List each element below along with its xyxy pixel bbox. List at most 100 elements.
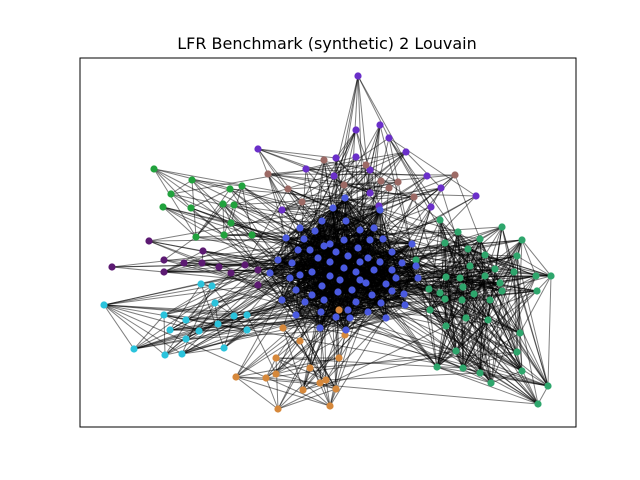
network-node-blue xyxy=(311,227,319,235)
network-node-purple xyxy=(254,145,262,153)
network-edge xyxy=(148,207,334,242)
network-edge xyxy=(311,271,461,279)
network-node-green xyxy=(544,382,552,390)
network-node-green xyxy=(441,295,449,303)
network-node-green xyxy=(491,265,499,273)
network-edge xyxy=(335,157,347,222)
network-edge xyxy=(516,255,552,277)
network-node-cyan xyxy=(161,351,169,359)
network-edge xyxy=(484,226,503,256)
network-node-blue xyxy=(356,258,364,266)
network-node-lime xyxy=(226,185,234,193)
network-node-green xyxy=(518,236,526,244)
network-edge xyxy=(223,245,325,349)
network-edge xyxy=(233,197,346,206)
network-node-green xyxy=(481,272,489,280)
network-node-green xyxy=(436,216,444,224)
network-node-orange xyxy=(274,405,282,413)
network-edge xyxy=(359,279,430,290)
network-edge xyxy=(369,124,381,194)
network-edge xyxy=(473,293,518,353)
network-edge xyxy=(246,251,337,331)
network-node-cyan xyxy=(211,299,219,307)
network-edge xyxy=(282,316,337,329)
network-node-orange xyxy=(332,385,340,393)
network-edge xyxy=(357,75,371,194)
network-node-blue xyxy=(356,226,364,234)
network-edge xyxy=(230,220,323,224)
network-edge xyxy=(267,164,367,175)
network-node-purple xyxy=(332,154,340,162)
network-node-blue xyxy=(329,204,337,212)
network-edge xyxy=(185,274,301,340)
network-node-lime xyxy=(188,176,196,184)
network-node-blue xyxy=(364,254,372,262)
network-node-cyan xyxy=(100,301,108,309)
network-edge xyxy=(382,187,390,240)
network-node-cyan xyxy=(230,312,238,320)
network-edge xyxy=(223,204,235,236)
network-edge xyxy=(235,376,539,405)
network-node-orange xyxy=(272,354,280,362)
network-node-blue xyxy=(364,308,372,316)
network-node-blue xyxy=(301,298,309,306)
network-node-brown xyxy=(385,184,393,192)
network-edge xyxy=(309,351,518,369)
network-node-green xyxy=(518,367,526,375)
network-edge xyxy=(489,299,523,372)
network-node-blue xyxy=(366,236,374,244)
network-node-blue xyxy=(306,246,314,254)
network-node-lime xyxy=(227,219,235,227)
network-edge xyxy=(162,206,279,261)
network-node-orange xyxy=(335,306,343,314)
network-node-green xyxy=(452,347,460,355)
network-edge xyxy=(369,124,381,241)
network-node-blue xyxy=(332,313,340,321)
network-node-green xyxy=(436,289,444,297)
network-node-cyan xyxy=(243,326,251,334)
nodes-layer xyxy=(100,72,555,413)
network-node-cyan xyxy=(182,335,190,343)
network-edge xyxy=(487,268,496,321)
network-edge xyxy=(385,283,503,292)
network-node-blue xyxy=(340,236,348,244)
network-edge xyxy=(163,236,197,261)
network-edge xyxy=(103,304,135,350)
network-edge xyxy=(181,238,305,355)
network-node-blue xyxy=(348,286,356,294)
network-edge xyxy=(325,372,481,381)
network-node-green xyxy=(454,228,462,236)
network-node-blue xyxy=(326,272,334,280)
network-node-green xyxy=(513,348,521,356)
network-node-orange xyxy=(299,386,307,394)
network-node-purple xyxy=(352,126,360,134)
network-edge xyxy=(343,129,357,186)
network-node-cyan xyxy=(160,311,168,319)
network-node-blue xyxy=(382,314,390,322)
network-node-brown xyxy=(410,193,418,201)
network-edge xyxy=(214,207,334,304)
network-node-violet xyxy=(145,237,153,245)
network-node-blue xyxy=(408,240,416,248)
network-edge xyxy=(513,271,549,387)
network-node-green xyxy=(442,322,450,330)
network-edge xyxy=(235,376,331,407)
network-node-green xyxy=(426,306,434,314)
network-node-brown xyxy=(377,177,385,185)
network-node-cyan xyxy=(166,326,174,334)
network-node-cyan xyxy=(243,311,251,319)
network-edge xyxy=(181,329,248,355)
network-node-cyan xyxy=(220,344,228,352)
network-node-violet xyxy=(180,259,188,267)
network-node-green xyxy=(481,251,489,259)
network-edge xyxy=(111,239,345,268)
network-edge xyxy=(103,304,166,356)
network-edge xyxy=(388,137,539,405)
network-edge xyxy=(277,388,337,410)
network-node-blue xyxy=(318,282,326,290)
network-edge xyxy=(494,226,503,270)
network-node-orange xyxy=(296,337,304,345)
network-node-green xyxy=(534,400,542,408)
network-node-blue xyxy=(326,240,334,248)
network-edge xyxy=(311,282,501,296)
